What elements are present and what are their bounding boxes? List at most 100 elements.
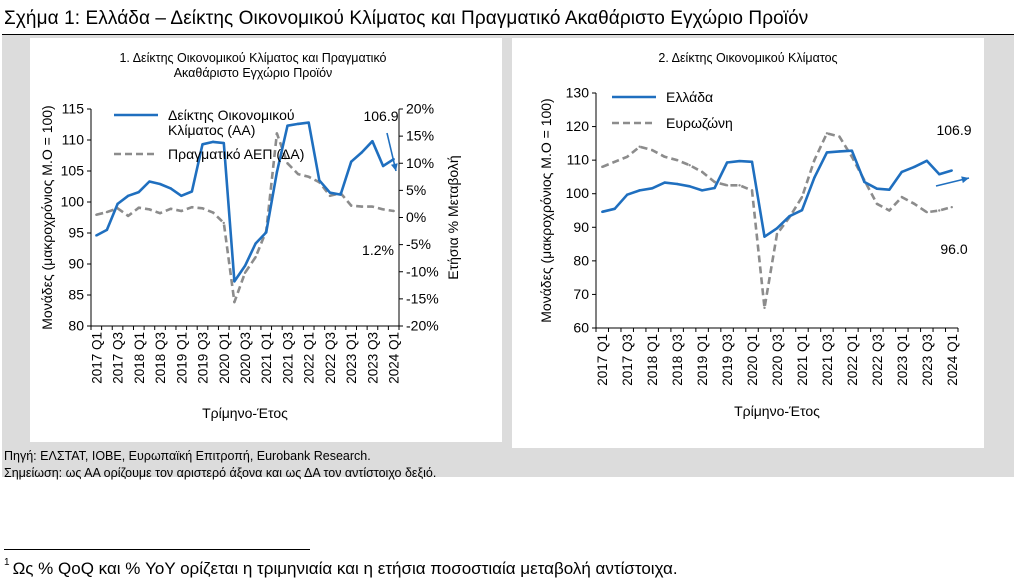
data-point-2 <box>360 205 364 208</box>
data-point-2 <box>775 232 779 236</box>
arrow-head <box>390 163 398 171</box>
data-point-2 <box>663 155 666 158</box>
y-tick-label: 90 <box>68 256 84 272</box>
y-axis-title: Μονάδες (μακροχρόνιος Μ.Ο = 100) <box>538 98 554 322</box>
data-point-1 <box>180 194 183 197</box>
chart-1-svg: 1. Δείκτης Οικονομικού Κλίματος και Πραγ… <box>39 51 461 421</box>
chart-title: 1. Δείκτης Οικονομικού Κλίματος και Πραγ… <box>119 51 386 65</box>
y-tick-label: 100 <box>61 194 85 210</box>
series-line-1 <box>601 149 953 238</box>
data-point-1 <box>713 186 716 190</box>
data-point-2 <box>233 300 236 304</box>
data-point-1 <box>675 182 679 186</box>
x-tick-label: 2022 Q1 <box>302 332 317 384</box>
data-point-1 <box>850 149 854 152</box>
data-point-2 <box>201 207 204 210</box>
data-point-1 <box>233 280 236 283</box>
arrow-head <box>961 176 969 184</box>
data-point-2 <box>286 162 289 165</box>
data-point-1 <box>725 161 729 164</box>
data-point-1 <box>613 207 616 211</box>
data-point-2 <box>371 205 374 208</box>
y-tick-label: 70 <box>573 286 589 302</box>
data-point-2 <box>638 145 641 148</box>
x-tick-label: 2022 Q1 <box>845 334 860 386</box>
data-point-2 <box>243 271 247 275</box>
x-tick-label: 2023 Q1 <box>344 332 359 384</box>
data-point-1 <box>350 160 353 163</box>
data-point-2 <box>626 155 629 158</box>
legend-label: Δείκτης Οικονομικού <box>168 107 295 123</box>
y-tick-label: 110 <box>567 152 590 168</box>
y2-tick-label: -15% <box>406 290 439 306</box>
chart-panel-1: 1. Δείκτης Οικονομικού Κλίματος και Πραγ… <box>30 38 502 442</box>
y2-axis-title: Ετήσια % Μεταβολή <box>445 155 461 279</box>
data-label: 1.2% <box>362 242 394 258</box>
data-point-1 <box>638 189 641 192</box>
x-tick-label: 2022 Q3 <box>323 332 338 384</box>
data-point-2 <box>328 194 332 197</box>
data-point-1 <box>875 187 879 190</box>
data-point-1 <box>381 164 385 168</box>
x-tick-label: 2023 Q3 <box>920 334 935 386</box>
data-point-1 <box>750 160 754 164</box>
footnote: 1 Ως % QoQ και % YoY ορίζεται η τριμηνιαί… <box>4 557 678 579</box>
data-point-2 <box>650 148 654 152</box>
data-point-1 <box>116 202 119 206</box>
data-point-2 <box>222 221 225 225</box>
x-tick-label: 2020 Q1 <box>745 334 760 386</box>
data-point-1 <box>201 143 204 146</box>
data-point-2 <box>813 158 816 162</box>
data-point-1 <box>863 180 866 184</box>
data-point-2 <box>888 209 891 212</box>
series-line-2 <box>601 132 953 310</box>
data-point-1 <box>243 264 247 268</box>
data-point-1 <box>738 159 741 163</box>
data-point-1 <box>105 228 109 232</box>
data-point-1 <box>211 140 215 144</box>
data-point-2 <box>190 205 194 209</box>
data-point-2 <box>938 209 941 212</box>
y2-tick-label: 0% <box>406 209 426 225</box>
x-tick-label: 2017 Q3 <box>111 332 126 384</box>
x-tick-label: 2018 Q3 <box>153 332 168 384</box>
data-point-2 <box>850 155 854 158</box>
y-axis-title: Μονάδες (μακροχρόνιος Μ.Ο = 100) <box>39 105 55 329</box>
data-point-1 <box>888 188 891 191</box>
data-point-2 <box>254 255 257 259</box>
chart-title: Ακαθάριστο Εγχώριο Προϊόν <box>174 66 333 80</box>
legend-label: Κλίματος (ΑΑ) <box>168 122 255 138</box>
y-tick-label: 95 <box>68 225 84 241</box>
x-tick-label: 2020 Q3 <box>770 334 785 386</box>
source-notes: Πηγή: ΕΛΣΤΑΤ, ΙΟΒΕ, Ευρωπαϊκή Επιτροπή, … <box>4 448 436 482</box>
y-tick-label: 105 <box>61 163 85 179</box>
x-tick-label: 2020 Q1 <box>217 332 232 384</box>
data-point-1 <box>950 169 953 172</box>
footnote-text: Ως % QoQ και % YoY ορίζεται η τριμηνιαία… <box>12 559 678 578</box>
data-point-1 <box>938 173 941 176</box>
chart-2-svg: 2. Δείκτης Οικονομικού Κλίματος 60 70 80 90 1… <box>538 51 972 419</box>
source-text: Πηγή: ΕΛΣΤΑΤ, ΙΟΒΕ, Ευρωπαϊκή Επιτροπή, … <box>4 449 371 463</box>
data-point-1 <box>307 121 310 124</box>
data-point-2 <box>296 172 300 176</box>
legend-label: Ελλάδα <box>666 89 713 105</box>
data-point-1 <box>788 215 791 218</box>
data-point-2 <box>713 180 716 184</box>
y-tick-label: 110 <box>62 132 85 148</box>
y2-tick-label: 15% <box>406 128 434 144</box>
data-point-1 <box>825 151 829 154</box>
data-point-1 <box>265 231 268 234</box>
data-point-2 <box>738 184 741 187</box>
x-tick-label: 2024 Q1 <box>387 332 402 384</box>
x-tick-label: 2019 Q3 <box>196 332 211 384</box>
data-point-1 <box>913 165 916 169</box>
data-point-1 <box>626 193 629 196</box>
data-point-2 <box>700 170 704 174</box>
series-line-2 <box>95 132 394 304</box>
data-point-1 <box>763 235 766 238</box>
data-point-2 <box>950 205 953 209</box>
data-point-1 <box>775 227 779 230</box>
data-point-2 <box>392 209 395 213</box>
data-point-1 <box>371 140 374 143</box>
data-point-1 <box>318 179 321 182</box>
